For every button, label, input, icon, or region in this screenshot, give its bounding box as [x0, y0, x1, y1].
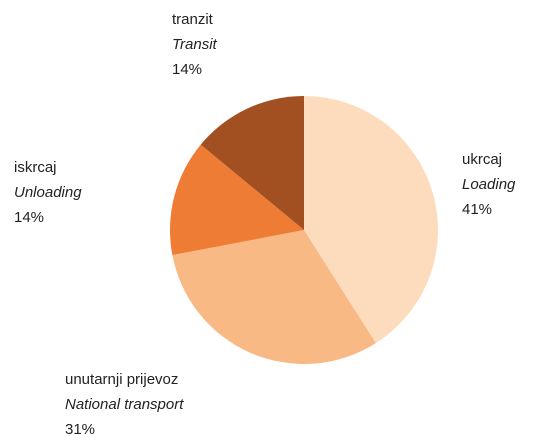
pie-slice [172, 230, 376, 364]
value-label: 14% [172, 61, 202, 78]
slice-label-en: Loading [462, 176, 516, 193]
slice-label-en: Unloading [14, 184, 82, 201]
slice-label: unutarnji prijevoz [65, 371, 178, 388]
slice-label-en: National transport [65, 396, 184, 413]
slice-label: ukrcaj [462, 151, 502, 168]
value-label: 31% [65, 421, 95, 437]
slice-label: iskrcaj [14, 159, 57, 176]
value-label: 41% [462, 201, 492, 218]
pie-slice [200, 96, 304, 230]
pie-slice [170, 144, 304, 256]
pie-slice [304, 96, 439, 344]
slice-label: tranzit [172, 11, 214, 28]
slice-label-en: Transit [172, 36, 218, 53]
value-label: 14% [14, 209, 44, 226]
